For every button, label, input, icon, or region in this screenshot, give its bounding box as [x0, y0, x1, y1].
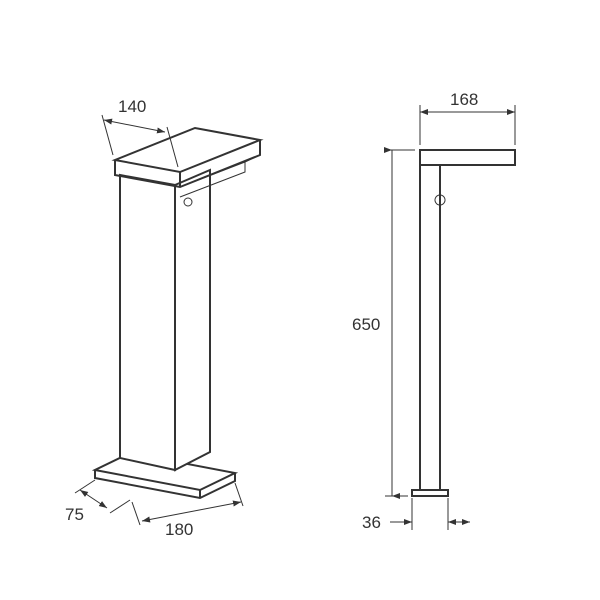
dim-180: 180: [132, 483, 243, 539]
side-head: [420, 150, 515, 165]
dim-36: 36: [362, 498, 470, 532]
iso-view: 140 75 180: [65, 97, 260, 539]
dim-140-text: 140: [118, 97, 146, 116]
side-post: [420, 150, 440, 490]
dim-36-text: 36: [362, 513, 381, 532]
dim-75-text: 75: [65, 505, 84, 524]
dim-650: 650: [352, 150, 415, 496]
iso-column: [120, 170, 210, 470]
dim-75: 75: [65, 480, 130, 524]
side-foot: [412, 490, 448, 496]
side-view: 168 650 36: [352, 90, 515, 532]
dim-180-text: 180: [165, 520, 193, 539]
dim-168-text: 168: [450, 90, 478, 109]
dim-168: 168: [420, 90, 515, 145]
drawing-canvas: 140 75 180 168: [0, 0, 600, 600]
dim-650-text: 650: [352, 315, 380, 334]
